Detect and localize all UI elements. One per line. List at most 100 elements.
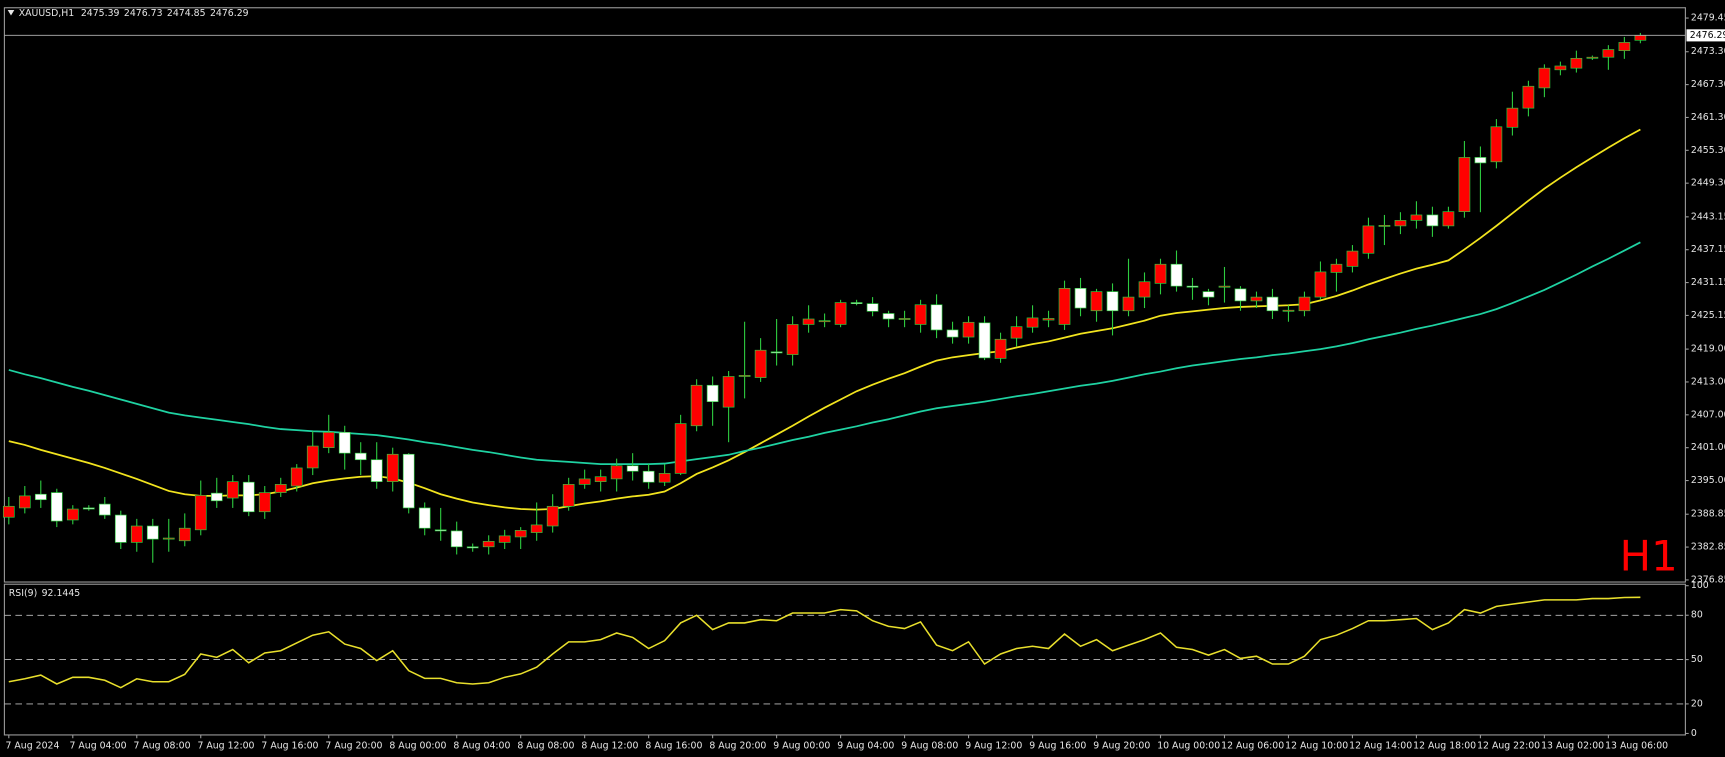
candle-body <box>226 481 239 499</box>
candle-body <box>530 524 543 533</box>
candle-body <box>1106 291 1119 312</box>
x-tick-label: 9 Aug 04:00 <box>837 740 894 751</box>
rsi-title: RSI(9) <box>9 588 37 599</box>
x-tick-label: 10 Aug 00:00 <box>1157 740 1220 751</box>
candle-body <box>626 465 639 472</box>
y-tick-label: 2467.30 <box>1691 79 1725 90</box>
candle-body <box>1026 317 1039 328</box>
candle-body <box>1586 56 1599 59</box>
y-tick-label: 50 <box>1691 654 1703 665</box>
candle-body <box>754 349 767 378</box>
candle-body <box>386 453 399 482</box>
candle-body <box>34 493 47 501</box>
x-tick-label: 8 Aug 12:00 <box>581 740 638 751</box>
x-tick-label: 8 Aug 08:00 <box>517 740 574 751</box>
candle-body <box>1442 211 1455 227</box>
candle-body <box>1122 296 1135 312</box>
x-tick-label: 12 Aug 18:00 <box>1413 740 1476 751</box>
candle-body <box>610 465 623 480</box>
candle-body <box>1138 281 1151 298</box>
candle-body <box>258 492 271 513</box>
candle-body <box>242 481 255 513</box>
y-tick-label: 2413.00 <box>1691 376 1725 387</box>
x-tick-label: 13 Aug 06:00 <box>1605 740 1668 751</box>
candle-body <box>1522 85 1535 109</box>
candle-body <box>1058 287 1071 325</box>
candle-body <box>834 302 847 325</box>
y-tick-label: 2376.85 <box>1691 574 1725 585</box>
candle-body <box>1266 296 1279 312</box>
symbol-menu-arrow[interactable] <box>7 9 15 16</box>
y-tick-label: 2455.30 <box>1691 145 1725 156</box>
candle-body <box>82 507 95 510</box>
y-tick-label: 0 <box>1691 728 1697 739</box>
candle-body <box>498 535 511 543</box>
candle-body <box>130 525 143 543</box>
candle-body <box>1394 220 1407 227</box>
x-tick-label: 9 Aug 20:00 <box>1093 740 1150 751</box>
y-tick-label: 2461.30 <box>1691 112 1725 123</box>
candle-body <box>1330 263 1343 273</box>
candle-body <box>146 525 159 540</box>
x-tick-label: 13 Aug 02:00 <box>1541 740 1604 751</box>
candle-body <box>1250 296 1263 302</box>
x-tick-label: 9 Aug 12:00 <box>965 740 1022 751</box>
candle-body <box>1234 288 1247 302</box>
candle-body <box>354 452 367 461</box>
candle-body <box>1090 291 1103 312</box>
candle-body <box>978 322 991 359</box>
candle-body <box>1618 42 1631 51</box>
open-value: 2475.39 <box>81 8 120 19</box>
rsi-header: RSI(9) 92.1445 <box>9 588 81 599</box>
candle-body <box>178 527 191 542</box>
candle-body <box>994 338 1007 359</box>
close-value: 2476.29 <box>210 8 249 19</box>
candle-body <box>1186 285 1199 288</box>
x-tick-label: 8 Aug 20:00 <box>709 740 766 751</box>
main-panel-frame <box>3 7 1686 583</box>
candle-body <box>962 321 975 338</box>
candle-body <box>802 318 815 325</box>
candle-body <box>722 376 735 408</box>
candle-body <box>850 302 863 304</box>
y-tick-label: 2407.00 <box>1691 409 1725 420</box>
candle-body <box>1378 225 1391 227</box>
candle-body <box>418 507 431 529</box>
y-tick-label: 20 <box>1691 698 1703 709</box>
candle-body <box>562 484 575 507</box>
candle-body <box>690 384 703 427</box>
candle-body <box>770 351 783 354</box>
candle-body <box>98 503 111 516</box>
candle-body <box>1410 214 1423 221</box>
candle-body <box>18 495 31 509</box>
x-tick-label: 8 Aug 00:00 <box>389 740 446 751</box>
candle-body <box>1314 271 1327 298</box>
candle-body <box>1362 225 1375 254</box>
x-tick-label: 8 Aug 04:00 <box>453 740 510 751</box>
candle-body <box>642 470 655 483</box>
candle-body <box>658 473 671 483</box>
rsi-value: 92.1445 <box>42 588 81 599</box>
candle-body <box>194 494 207 531</box>
bid-price-label: 2476.29 <box>1690 30 1725 41</box>
x-tick-label: 9 Aug 00:00 <box>773 740 830 751</box>
x-tick-label: 12 Aug 06:00 <box>1221 740 1284 751</box>
candle-body <box>290 467 303 487</box>
x-tick-label: 7 Aug 08:00 <box>133 740 190 751</box>
bid-price-tag <box>1686 29 1725 42</box>
x-tick-label: 7 Aug 04:00 <box>69 740 126 751</box>
chart-title: XAUUSD,H1 <box>19 8 75 19</box>
y-tick-label: 2401.00 <box>1691 442 1725 453</box>
candle-body <box>66 508 79 521</box>
candle-body <box>882 313 895 320</box>
y-tick-label: 2479.45 <box>1691 13 1725 24</box>
candle-body <box>1602 49 1615 58</box>
x-tick-label: 7 Aug 2024 <box>6 740 60 751</box>
x-tick-label: 7 Aug 16:00 <box>261 740 318 751</box>
candle-body <box>1282 309 1295 312</box>
x-tick-label: 7 Aug 20:00 <box>325 740 382 751</box>
candle-body <box>322 432 335 449</box>
candle-body <box>1570 57 1583 69</box>
candle-body <box>1538 67 1551 89</box>
